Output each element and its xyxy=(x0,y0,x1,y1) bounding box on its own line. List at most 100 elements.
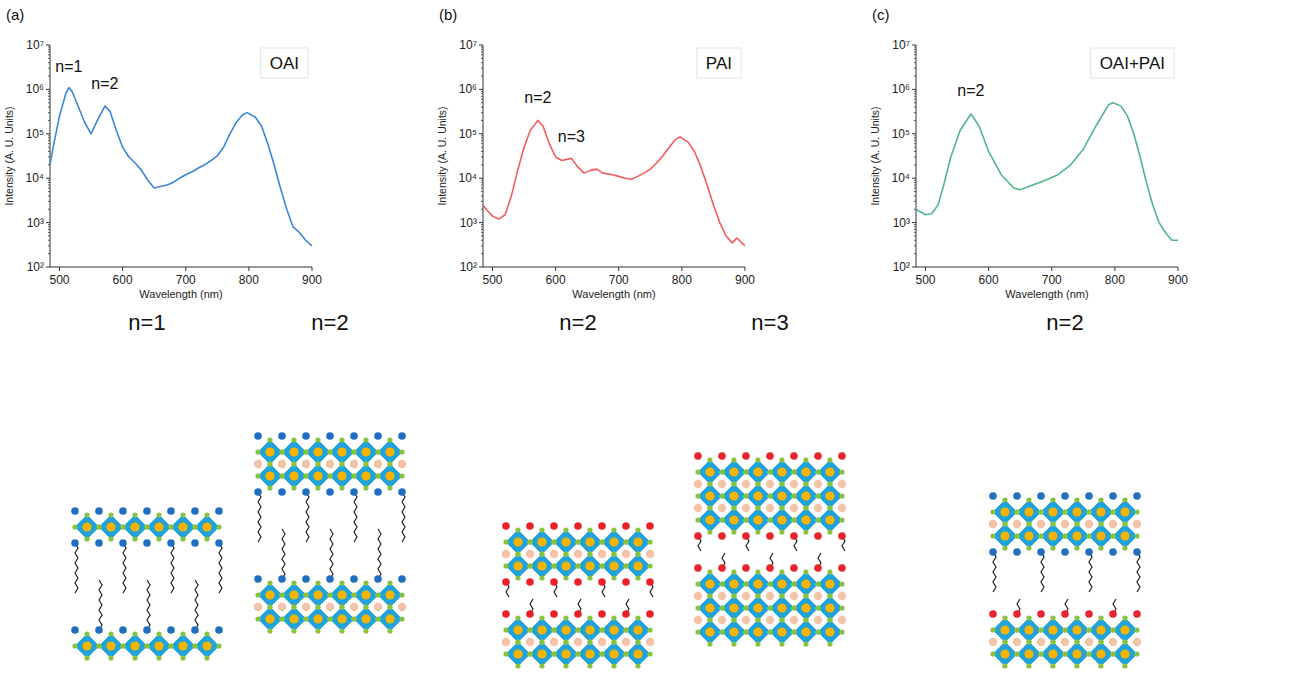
octahedron xyxy=(258,440,282,464)
halide xyxy=(503,651,508,656)
octahedron xyxy=(1089,500,1113,524)
metal-center xyxy=(1072,531,1081,540)
ligand-head xyxy=(526,578,534,586)
halide xyxy=(767,581,772,586)
octahedron xyxy=(1041,524,1065,548)
halide xyxy=(1110,509,1115,514)
halide xyxy=(192,524,197,529)
y-minor-tick xyxy=(48,138,50,139)
halide xyxy=(611,551,616,556)
halide xyxy=(827,529,832,534)
halide xyxy=(719,629,724,634)
y-minor-tick xyxy=(914,76,916,77)
halide xyxy=(399,449,404,454)
octahedron xyxy=(746,460,770,484)
schematic: n=1 xyxy=(71,310,223,661)
ligand-head xyxy=(326,432,334,440)
a-site-cation xyxy=(398,460,406,468)
schematic-label: n=3 xyxy=(751,310,788,335)
ligand-head xyxy=(398,488,406,496)
x-tick xyxy=(248,267,249,271)
octahedron xyxy=(722,572,746,596)
metal-center xyxy=(1120,649,1129,658)
metal-center xyxy=(202,641,211,650)
y-minor-tick xyxy=(48,54,50,55)
halide xyxy=(363,461,368,466)
octahedron xyxy=(722,620,746,644)
a-site-cation xyxy=(1037,520,1045,528)
y-tick xyxy=(912,133,916,134)
halide xyxy=(803,617,808,622)
octahedron xyxy=(258,607,282,631)
halide xyxy=(315,604,320,609)
halide xyxy=(192,524,197,529)
halide xyxy=(707,617,712,622)
metal-center xyxy=(777,627,786,636)
metal-center xyxy=(753,627,762,636)
y-minor-tick xyxy=(481,58,483,59)
y-minor-tick xyxy=(914,49,916,50)
halide xyxy=(563,663,568,668)
ligand-head xyxy=(119,507,127,515)
y-minor-tick xyxy=(914,99,916,100)
metal-center xyxy=(801,603,810,612)
metal-center xyxy=(1120,507,1129,516)
peak-label: n=2 xyxy=(91,75,118,92)
halide xyxy=(1110,533,1115,538)
ligand-head xyxy=(814,452,822,460)
halide xyxy=(291,628,296,633)
y-minor-tick xyxy=(481,96,483,97)
halide xyxy=(707,593,712,598)
ligand-head xyxy=(526,610,534,618)
ligand-head xyxy=(254,488,262,496)
halide xyxy=(303,473,308,478)
ligand-head xyxy=(550,578,558,586)
halide xyxy=(375,592,380,597)
ligand-head xyxy=(814,564,822,572)
halide xyxy=(719,493,724,498)
ligand-head xyxy=(694,452,702,460)
halide xyxy=(731,505,736,510)
ligand-head xyxy=(167,507,175,515)
halide xyxy=(791,629,796,634)
ligand-head xyxy=(646,610,654,618)
halide xyxy=(707,593,712,598)
halide xyxy=(767,493,772,498)
halide xyxy=(815,605,820,610)
x-tick xyxy=(745,267,746,271)
halide xyxy=(563,551,568,556)
ligand-head xyxy=(374,432,382,440)
octahedron xyxy=(1017,524,1041,548)
ligand-head xyxy=(143,507,151,515)
halide xyxy=(303,616,308,621)
halide xyxy=(315,461,320,466)
halide xyxy=(327,616,332,621)
halide xyxy=(291,485,296,490)
metal-center xyxy=(609,561,618,570)
octahedron xyxy=(1041,500,1065,524)
halide xyxy=(1122,521,1127,526)
metal-center xyxy=(753,467,762,476)
halide xyxy=(1074,639,1079,644)
metal-center xyxy=(1000,531,1009,540)
y-tick xyxy=(912,89,916,90)
ligand-head xyxy=(143,626,151,634)
x-tick xyxy=(1114,267,1115,271)
y-tick-label: 10⁴ xyxy=(458,171,477,185)
legend-box xyxy=(1091,48,1174,78)
halide xyxy=(539,551,544,556)
x-axis-title: Wavelength (nm) xyxy=(139,288,222,300)
y-axis-title: Intensity (A. U. Units) xyxy=(3,106,15,205)
halide xyxy=(707,641,712,646)
octahedron xyxy=(1089,618,1113,642)
octahedron xyxy=(602,642,626,666)
y-minor-tick xyxy=(481,49,483,50)
y-minor-tick xyxy=(481,229,483,230)
octahedron xyxy=(818,620,842,644)
y-minor-tick xyxy=(48,151,50,152)
halide xyxy=(303,449,308,454)
octahedron xyxy=(770,484,794,508)
y-minor-tick xyxy=(914,62,916,63)
halide xyxy=(599,651,604,656)
octahedron xyxy=(1113,642,1137,666)
